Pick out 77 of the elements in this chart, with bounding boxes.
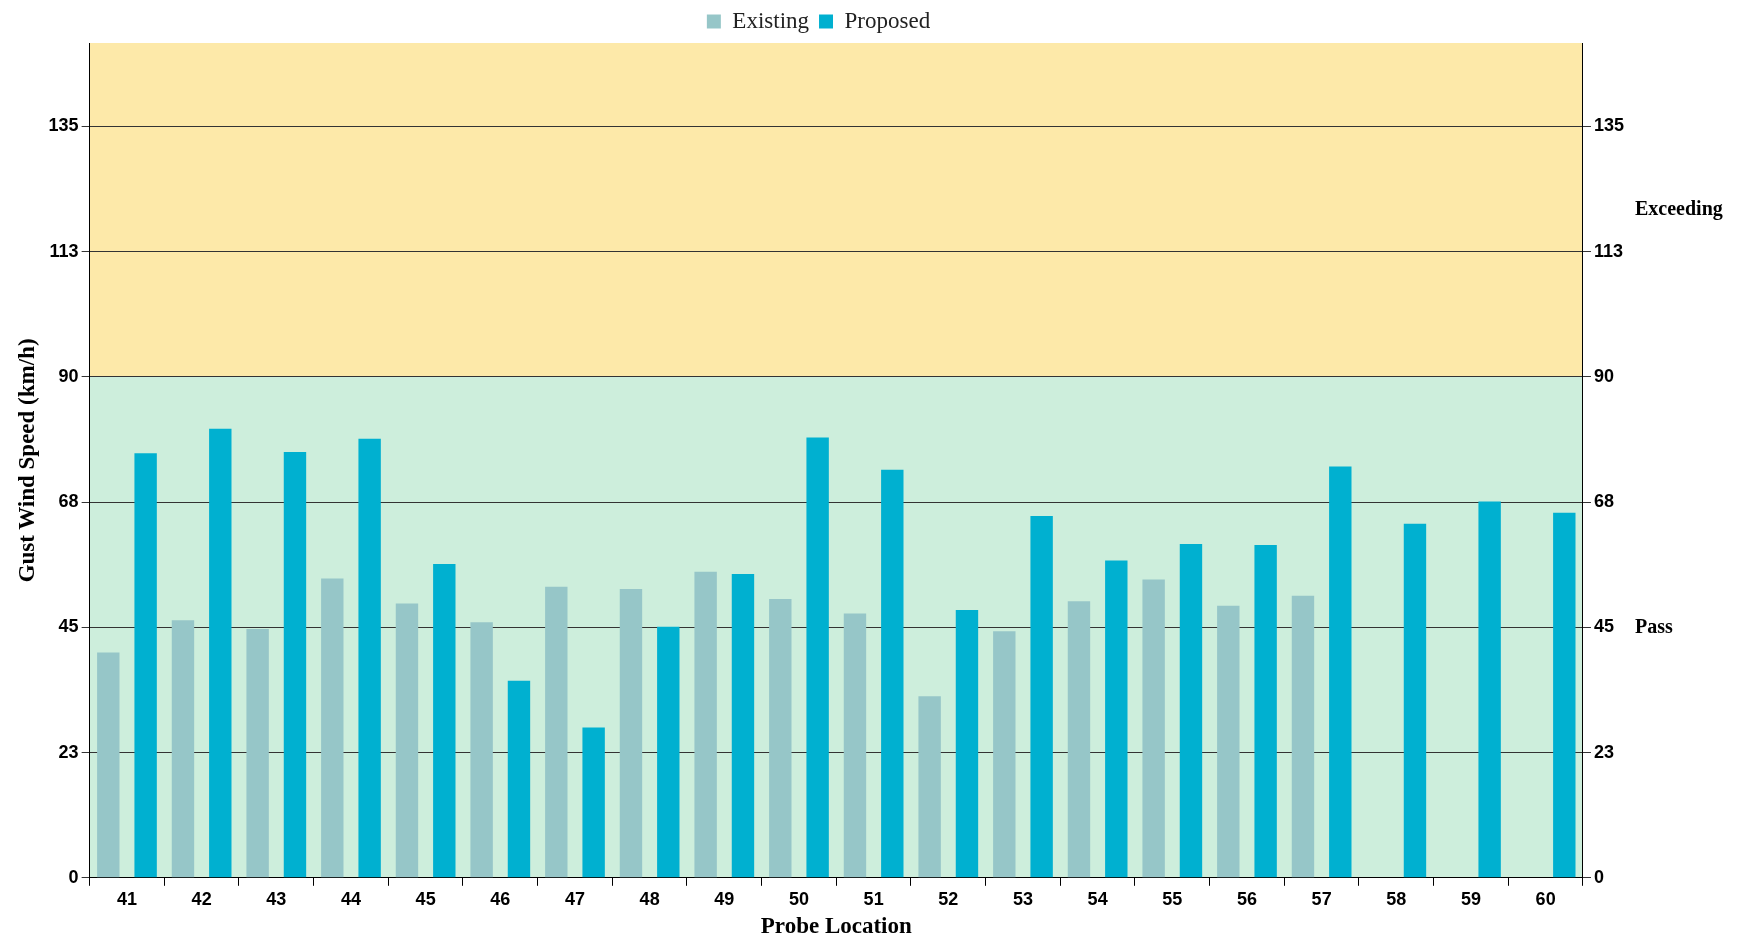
- bar: [993, 631, 1016, 878]
- y-tick-label: 45: [58, 616, 79, 637]
- bar: [246, 629, 269, 878]
- bar: [582, 727, 605, 878]
- bar: [806, 437, 829, 878]
- bar: [1329, 466, 1352, 878]
- y-tick-label: 113: [49, 240, 79, 261]
- x-tick-label: 44: [340, 888, 361, 909]
- bar: [955, 610, 979, 878]
- band-label: Pass: [1635, 614, 1673, 637]
- legend-label: Existing: [732, 7, 810, 33]
- bar: [1478, 501, 1501, 878]
- bar: [1291, 595, 1315, 878]
- bar: [619, 588, 643, 878]
- x-tick-label: 43: [266, 888, 287, 909]
- x-tick-label: 41: [116, 888, 137, 909]
- x-tick-label: 56: [1236, 888, 1257, 909]
- bar: [507, 680, 531, 878]
- x-tick-label: 52: [938, 888, 959, 909]
- bar: [918, 696, 941, 878]
- x-tick-label: 45: [415, 888, 436, 909]
- x-axis-title: Probe Location: [760, 913, 912, 939]
- y2-tick-label: 90: [1593, 365, 1614, 386]
- bar: [470, 622, 493, 878]
- legend-label: Proposed: [844, 7, 931, 33]
- bar: [731, 573, 755, 878]
- bar: [358, 438, 381, 878]
- bar: [843, 613, 867, 878]
- y-tick-label: 90: [58, 365, 79, 386]
- y2-tick-label: 68: [1593, 491, 1614, 512]
- x-tick-label: 48: [639, 888, 660, 909]
- x-tick-label: 49: [714, 888, 735, 909]
- x-tick-label: 42: [191, 888, 212, 909]
- x-tick-label: 59: [1460, 888, 1481, 909]
- y-tick-label: 0: [68, 866, 79, 887]
- y2-tick-label: 0: [1593, 866, 1604, 887]
- x-tick-label: 54: [1087, 888, 1108, 909]
- x-tick-label: 57: [1311, 888, 1332, 909]
- bar: [1142, 579, 1165, 878]
- x-tick-label: 55: [1162, 888, 1183, 909]
- bar: [1254, 544, 1277, 878]
- y-tick-label: 23: [58, 741, 79, 762]
- y2-tick-label: 113: [1593, 240, 1624, 261]
- bar: [769, 598, 792, 878]
- bar: [321, 578, 344, 878]
- bar: [171, 620, 195, 878]
- bar: [209, 428, 232, 878]
- bar: [97, 652, 120, 878]
- x-tick-label: 51: [863, 888, 884, 909]
- bar: [1105, 560, 1128, 878]
- bar: [881, 469, 904, 878]
- y-tick-label: 135: [48, 115, 79, 136]
- bar: [1403, 523, 1427, 878]
- y-tick-label: 68: [58, 491, 79, 512]
- y-axis-title: Gust Wind Speed (km/h): [13, 338, 39, 583]
- bar: [657, 626, 680, 878]
- y2-tick-label: 45: [1593, 616, 1614, 637]
- bar: [1179, 543, 1203, 878]
- x-tick-label: 47: [564, 888, 585, 909]
- bar: [134, 453, 157, 878]
- band-label: Exceeding: [1635, 197, 1723, 221]
- x-tick-label: 50: [788, 888, 809, 909]
- x-tick-label: 60: [1535, 888, 1556, 909]
- bar: [395, 603, 419, 878]
- bar: [1067, 601, 1091, 878]
- x-tick-label: 58: [1386, 888, 1407, 909]
- x-tick-label: 46: [490, 888, 511, 909]
- bar: [1553, 512, 1576, 878]
- y2-tick-label: 135: [1593, 115, 1625, 136]
- bar: [1217, 605, 1240, 878]
- bar: [283, 452, 307, 878]
- x-tick-label: 53: [1012, 888, 1033, 909]
- bar: [433, 563, 456, 878]
- bar: [1030, 516, 1053, 878]
- bar: [545, 586, 568, 878]
- bar: [694, 571, 717, 878]
- y2-tick-label: 23: [1593, 741, 1614, 762]
